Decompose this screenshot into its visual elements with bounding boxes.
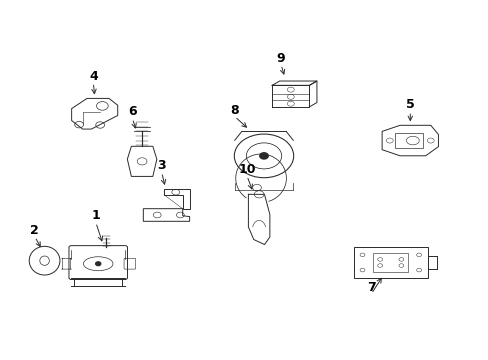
Bar bbox=[353, 247, 427, 278]
Text: 10: 10 bbox=[238, 163, 255, 176]
Text: 8: 8 bbox=[230, 104, 239, 117]
Text: 1: 1 bbox=[91, 210, 100, 222]
Circle shape bbox=[259, 153, 268, 159]
Bar bbox=[372, 253, 407, 272]
Text: 9: 9 bbox=[276, 51, 285, 64]
Text: 3: 3 bbox=[157, 159, 165, 172]
Text: 6: 6 bbox=[128, 105, 136, 118]
Bar bbox=[394, 133, 422, 148]
Text: 4: 4 bbox=[89, 69, 98, 82]
Text: 2: 2 bbox=[30, 224, 39, 237]
Text: 7: 7 bbox=[366, 281, 375, 294]
Text: 5: 5 bbox=[405, 98, 414, 111]
Circle shape bbox=[96, 262, 101, 266]
